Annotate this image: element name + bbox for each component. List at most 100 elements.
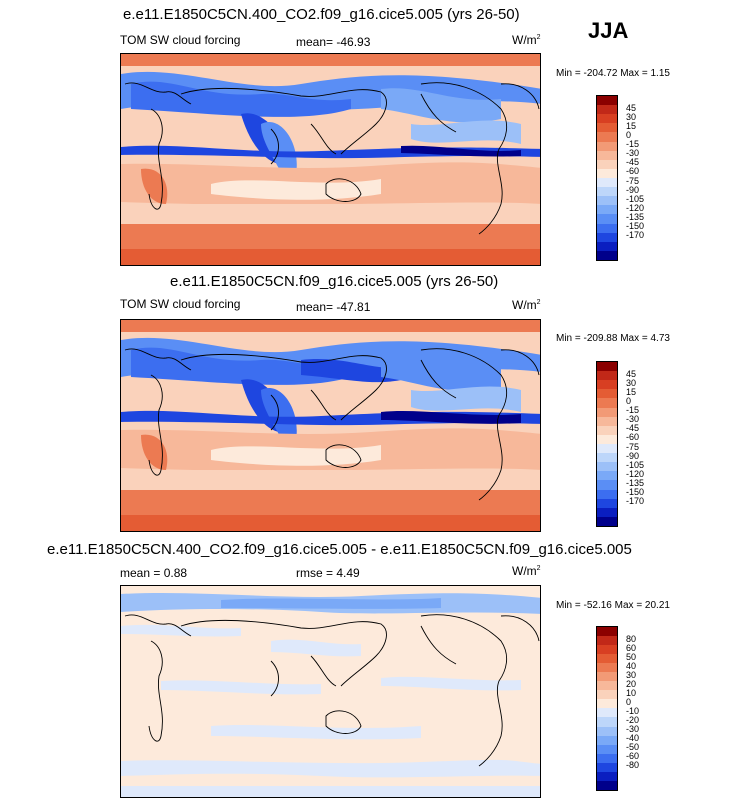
panel-3-colorbar-tick: -20 [626,715,640,726]
panel-1-colorbar-tick: -15 [626,139,640,150]
panel-2-colorbar-tick: -135 [626,478,645,488]
panel-3-map [120,585,541,798]
panel-3-colorbar-tick: 10 [626,687,637,698]
panel-1-title: e.e11.E1850C5CN.400_CO2.f09_g16.cice5.00… [123,6,520,23]
panel-1-colorbar-tick: 15 [626,120,637,131]
panel-2-colorbar-tick: -150 [626,487,645,498]
panel-2-colorbar-tick: 45 [626,368,637,379]
panel-1-colorbar-tick: -105 [626,193,645,204]
panel-1-coastlines [124,82,540,235]
panel-2-colorbar-tick: -60 [626,432,640,443]
panel-2-colorbar-segment [597,471,617,481]
panel-3-colorbar-segment [597,762,617,772]
panel-1-colorbar [596,95,618,261]
panel-2-colorbar-segment [597,480,617,490]
panel-1-colorbar-tick: -45 [626,157,640,168]
panel-3-colorbar-segment [597,744,617,754]
panel-3-colorbar-tick: -30 [626,724,640,735]
panel-3-colorbar-tick: 30 [626,669,637,680]
panel-3-colorbar-tick: 60 [626,642,637,653]
panel-1-colorbar-segment [597,159,617,169]
panel-2-mean: mean= -47.81 [296,300,371,314]
panel-1-field-label: TOM SW cloud forcing [120,33,241,47]
panel-1-colorbar-segment [597,123,617,133]
panel-3-colorbar-segment [597,672,617,682]
panel-2-colorbar-tick: -75 [626,441,640,452]
panel-1-colorbar-segment [597,96,617,106]
panel-2-colorbar-segment [597,434,617,444]
panel-2-colorbar-tick: 0 [626,396,632,406]
panel-1-map-svg [121,54,540,265]
panel-2-colorbar-segment [597,453,617,463]
panel-3-colorbar-tick: 20 [626,678,637,689]
panel-3-colorbar-tick: -80 [626,760,640,771]
panel-3-colorbar-segment [597,726,617,736]
panel-2-minmax: Min = -209.88 Max = 4.73 [556,333,670,344]
panel-2-colorbar-tick: -105 [626,459,645,470]
panel-3-title: e.e11.E1850C5CN.400_CO2.f09_g16.cice5.00… [47,541,632,558]
panel-1-colorbar-tick: -30 [626,148,640,159]
panel-2-units: W/m2 [512,298,541,312]
panel-3-colorbar-segment [597,645,617,655]
panel-3-colorbar-segment [597,690,617,700]
panel-1-colorbar-segment [597,223,617,233]
panel-3-colorbar-tick: 40 [626,660,637,671]
panel-2-colorbar-tick: -170 [626,496,645,507]
panel-2-colorbar-segment [597,398,617,408]
panel-1-minmax: Min = -204.72 Max = 1.15 [556,68,670,79]
panel-1-colorbar-segment [597,168,617,178]
panel-2-colorbar-segment [597,362,617,372]
panel-1-mean: mean= -46.93 [296,35,371,49]
panel-1-colorbar-tick: -150 [626,221,645,232]
panel-1-colorbar-segment [597,196,617,206]
panel-1-colorbar-segment [597,141,617,151]
panel-3-colorbar-segment [597,699,617,709]
panel-2-colorbar-segment [597,443,617,454]
panel-3-colorbar-segment [597,771,617,781]
panel-1-colorbar-segment [597,214,617,224]
panel-2-colorbar [596,361,618,527]
panel-3-colorbar-segment [597,717,617,727]
panel-2-colorbar-segment [597,425,617,435]
panel-3-colorbar-tick: -50 [626,742,640,753]
panel-2-colorbar-tick: -15 [626,405,640,416]
panel-3-mean: mean = 0.88 [120,566,188,580]
panel-3-colorbar-segment [597,681,617,691]
panel-1-colorbar-tick: 30 [626,111,637,122]
panel-2-colorbar-tick: -30 [626,414,640,425]
panel-1-colorbar-tick: -60 [626,166,640,177]
panel-1-colorbar-tick: -170 [626,230,645,241]
panel-1-colorbar-segment [597,241,617,251]
panel-1-colorbar-segment [597,232,617,242]
panel-1-colorbar-segment [597,114,617,124]
panel-1-units: W/m2 [512,33,541,47]
panel-3-colorbar-segment [597,636,617,646]
panel-3-colorbar-tick: 50 [626,651,637,662]
panel-1-colorbar-segment [597,187,617,197]
panel-2-colorbar-segment [597,516,617,526]
panel-2-colorbar-segment [597,507,617,517]
panel-1-map [120,53,541,266]
panel-2-title: e.e11.E1850C5CN.f09_g16.cice5.005 (yrs 2… [170,273,499,290]
panel-3-colorbar-segment [597,708,617,718]
panel-3-colorbar-tick: -40 [626,733,640,744]
panel-2-colorbar-tick: 30 [626,377,637,388]
panel-1-colorbar-tick: -120 [626,202,645,213]
panel-1-colorbar-segment [597,250,617,260]
panel-2-colorbar-segment [597,416,617,426]
panel-1-colorbar-segment [597,177,617,188]
panel-2-colorbar-segment [597,380,617,390]
panel-2-field-label: TOM SW cloud forcing [120,297,241,311]
panel-1-colorbar-tick: -75 [626,175,640,186]
panel-2-colorbar-segment [597,371,617,381]
panel-3-map-svg [121,586,540,797]
panel-3-units: W/m2 [512,564,541,578]
panel-1-colorbar-tick: 45 [626,102,637,113]
panel-3-colorbar-segment [597,627,617,637]
panel-1-colorbar-segment [597,150,617,160]
panel-3-colorbar-tick: 0 [626,696,632,707]
panel-3-colorbar-tick: -60 [626,751,640,762]
panel-3-colorbar-segment [597,654,617,664]
panel-2-colorbar-segment [597,498,617,508]
panel-3-colorbar-tick: 80 [626,633,637,644]
